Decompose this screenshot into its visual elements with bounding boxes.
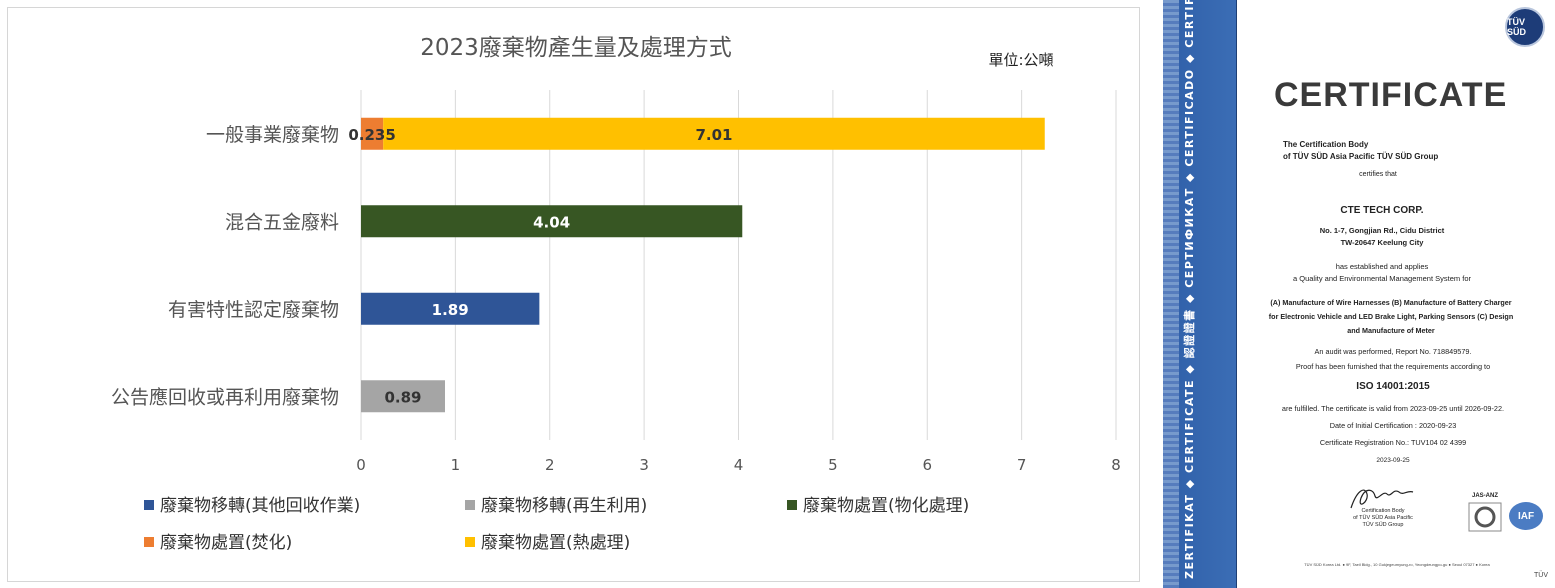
x-tick-labels: 0 1 2 3 4 5 6 7 8 xyxy=(356,456,1121,474)
strip-pattern xyxy=(1163,0,1179,588)
cert-title: CERTIFICATE xyxy=(1274,76,1508,114)
bar-segment xyxy=(361,117,384,150)
legend-label: 廢棄物處置(熱處理) xyxy=(481,533,631,553)
company-name: CTE TECH CORP. xyxy=(1340,205,1424,216)
iso-standard: ISO 14001:2015 xyxy=(1356,381,1430,392)
address-line2: TW-20647 Keelung City xyxy=(1340,238,1424,247)
x-tick-label: 4 xyxy=(734,456,744,474)
x-tick-label: 5 xyxy=(828,456,838,474)
x-tick-label: 7 xyxy=(1017,456,1027,474)
category-label: 公告應回收或再利用廢棄物 xyxy=(111,385,339,408)
issuer-line1: The Certification Body xyxy=(1283,140,1369,149)
data-label: 1.89 xyxy=(432,301,469,319)
established-line2: a Quality and Environmental Management S… xyxy=(1292,274,1471,283)
footer-address: TÜV SÜD Korea Ltd. ● 9F, Taeil Bldg., 10… xyxy=(1304,562,1490,567)
scope-line2: for Electronic Vehicle and LED Brake Lig… xyxy=(1268,312,1514,321)
jas-anz-label: JAS-ANZ xyxy=(1471,493,1498,499)
initial-cert-date: Date of Initial Certification : 2020-09-… xyxy=(1329,421,1457,430)
x-tick-label: 0 xyxy=(356,456,366,474)
certificate-side-strip: ZERTIFIKAT ◆ CERTIFICATE ◆ 認證證書 ◆ СЕРТИФ… xyxy=(1163,0,1237,588)
data-label: 0.235 xyxy=(348,126,395,144)
data-label: 7.01 xyxy=(695,126,732,144)
signature xyxy=(1350,489,1414,509)
legend-swatch xyxy=(465,537,475,547)
x-tick-label: 6 xyxy=(922,456,932,474)
address-line1: No. 1-7, Gongjian Rd., Cidu District xyxy=(1319,226,1445,235)
proof-text: Proof has been furnished that the requir… xyxy=(1295,362,1491,371)
iaf-logo: IAF xyxy=(1509,502,1543,530)
tuv-logo: TÜV SÜD xyxy=(1505,7,1545,47)
validity-text: are fulfilled. The certificate is valid … xyxy=(1281,404,1505,413)
certificate-image: ZERTIFIKAT ◆ CERTIFICATE ◆ 認證證書 ◆ СЕРТИФ… xyxy=(1163,0,1555,588)
x-tick-label: 2 xyxy=(545,456,555,474)
legend-item: 廢棄物處置(熱處理) xyxy=(465,528,630,553)
bar-segment xyxy=(361,292,540,325)
bar-segment xyxy=(383,117,1045,150)
x-tick-label: 8 xyxy=(1111,456,1121,474)
legend-swatch xyxy=(787,500,797,510)
unit-note: 單位:公噸 xyxy=(988,51,1053,69)
x-tick-label: 1 xyxy=(451,456,461,474)
jas-anz-logo xyxy=(1468,502,1502,532)
legend-label: 廢棄物處置(物化處理) xyxy=(803,496,970,516)
established-line1: has established and applies xyxy=(1335,262,1429,271)
bar-labels: 0.235 7.01 4.04 1.89 0.89 xyxy=(348,126,732,407)
data-label: 0.89 xyxy=(384,388,421,406)
category-label: 有害特性認定廢棄物 xyxy=(168,299,339,321)
scope-line1: (A) Manufacture of Wire Harnesses (B) Ma… xyxy=(1270,298,1512,307)
audit-text: An audit was performed, Report No. 71884… xyxy=(1314,347,1472,356)
sig-caption3: TÜV SÜD Group xyxy=(1362,522,1404,528)
x-tick-label: 3 xyxy=(639,456,649,474)
data-label: 4.04 xyxy=(533,213,570,231)
legend-label: 廢棄物移轉(再生利用) xyxy=(481,496,648,516)
legend-item: 廢棄物處置(焚化) xyxy=(144,528,292,553)
legend-swatch xyxy=(465,500,475,510)
legend-item: 廢棄物處置(物化處理) xyxy=(787,491,969,516)
category-label: 一般事業廢棄物 xyxy=(206,124,339,146)
chart-title: 2023廢棄物產生量及處理方式 xyxy=(420,35,732,61)
issuer-line2: of TÜV SÜD Asia Pacific TÜV SÜD Group xyxy=(1283,152,1439,161)
legend-item: 廢棄物移轉(再生利用) xyxy=(465,491,647,516)
sig-caption1: Certification Body xyxy=(1361,508,1405,514)
registration-no: Certificate Registration No.: TUV104 02 … xyxy=(1319,438,1467,447)
chart-panel: 2023廢棄物產生量及處理方式 單位:公噸 0.235 7.01 4.04 1.89 0… xyxy=(7,7,1140,582)
legend-item: 廢棄物移轉(其他回收作業) xyxy=(144,491,360,516)
legend-swatch xyxy=(144,500,154,510)
legend-label: 廢棄物處置(焚化) xyxy=(160,533,293,553)
legend-label: 廢棄物移轉(其他回收作業) xyxy=(160,496,361,516)
chart-canvas: 2023廢棄物產生量及處理方式 單位:公噸 0.235 7.014.041.890… xyxy=(111,35,1121,474)
certifies-text: certifies that xyxy=(1359,171,1397,178)
issue-date: 2023-09-25 xyxy=(1376,457,1410,464)
corner-mark: TÜV xyxy=(1534,572,1548,579)
scope-line3: and Manufacture of Meter xyxy=(1347,326,1435,335)
sig-caption2: of TÜV SÜD Asia Pacific xyxy=(1353,515,1413,521)
bar-segment xyxy=(361,380,445,413)
category-label: 混合五金廢料 xyxy=(225,211,339,233)
bars xyxy=(361,117,1045,413)
bar-segment xyxy=(361,205,743,238)
legend-swatch xyxy=(144,537,154,547)
